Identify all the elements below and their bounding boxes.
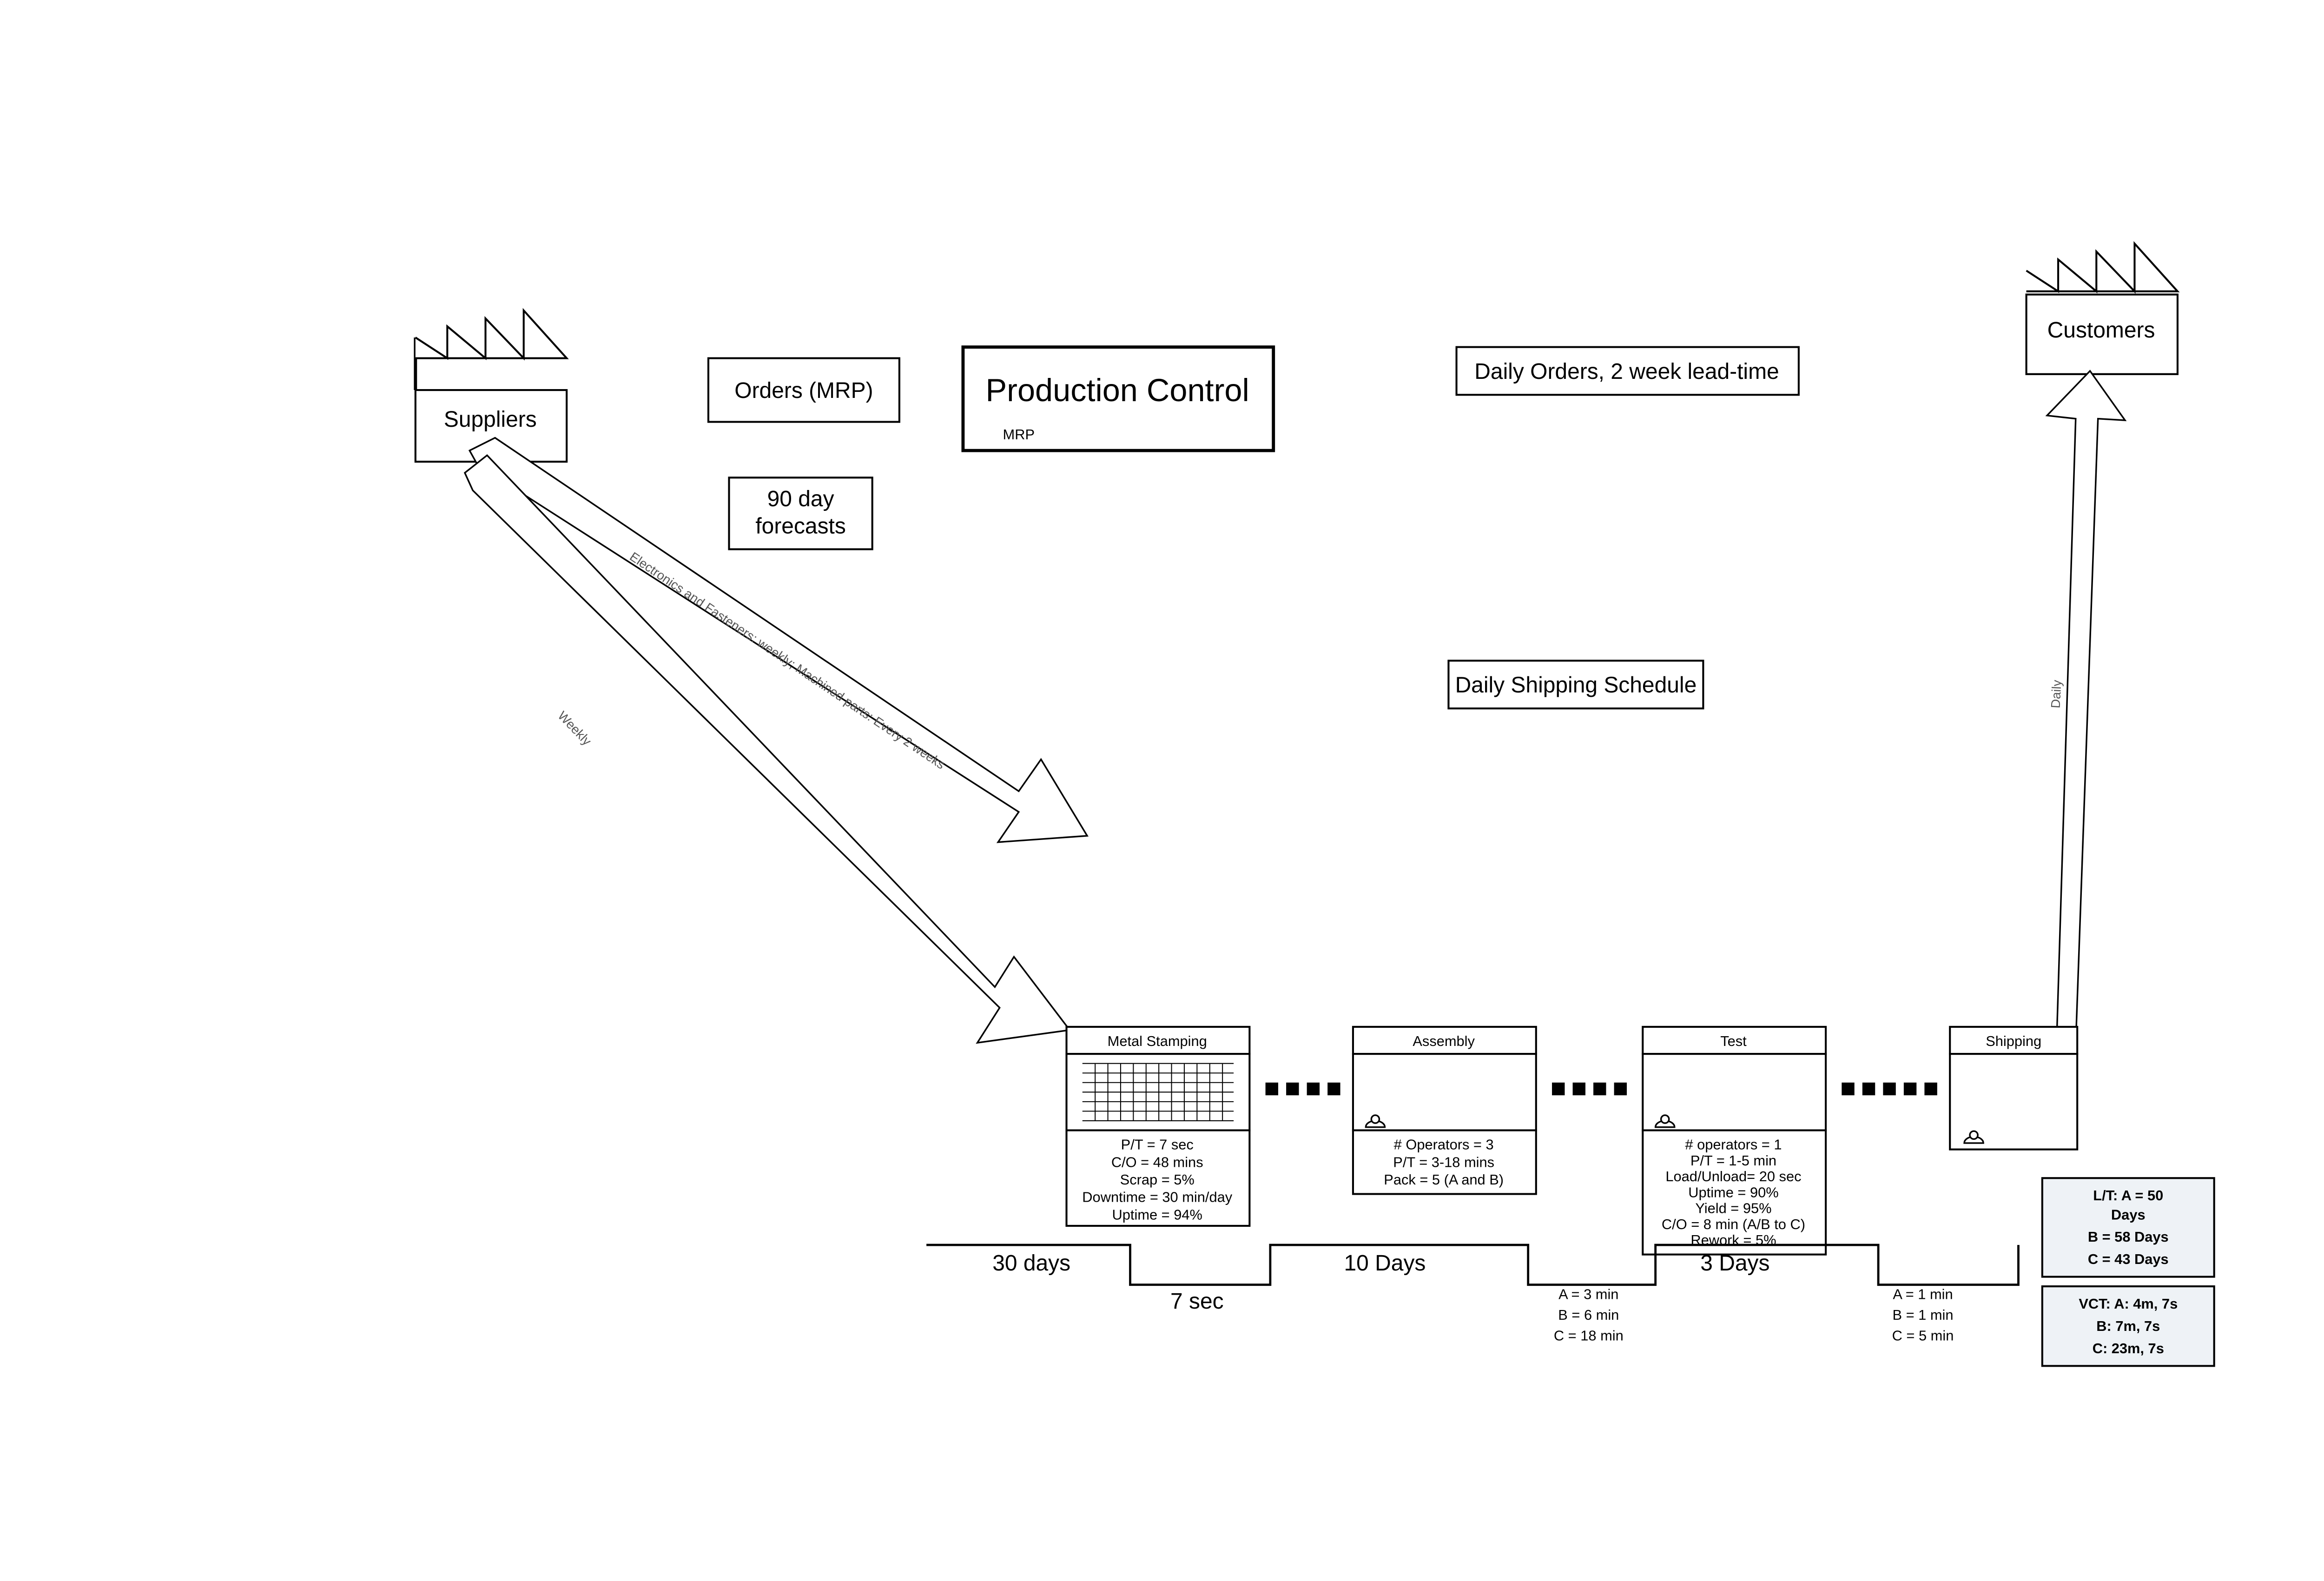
test-m0: # operators = 1	[1685, 1137, 1782, 1153]
shipment-cust-label: Daily	[2048, 680, 2064, 709]
test-m3: Uptime = 90%	[1688, 1184, 1778, 1200]
orders-mrp-box: Orders (MRP)	[708, 358, 899, 422]
tl-va3-0: A = 1 min	[1893, 1286, 1953, 1303]
test-m4: Yield = 95%	[1695, 1200, 1771, 1217]
forecasts-l1: 90 day	[767, 487, 834, 511]
shipment-arrow-customer: Daily	[2047, 371, 2125, 1045]
vsm-diagram: Suppliers Customers Production Control M…	[0, 0, 2324, 1433]
daily-ship-sched-label: Daily Shipping Schedule	[1455, 673, 1697, 698]
process-test: Test # operators = 1 P/T = 1-5 min Load/…	[1643, 1027, 1826, 1255]
stamping-m3: Downtime = 30 min/day	[1082, 1189, 1232, 1205]
assembly-m0: # Operators = 3	[1394, 1137, 1494, 1153]
summary-lt: L/T: A = 50 Days B = 58 Days C = 43 Days	[2042, 1178, 2214, 1277]
tl-lead3: 3 Days	[1700, 1251, 1769, 1276]
lt-1: Days	[2111, 1206, 2146, 1223]
orders-mrp-label: Orders (MRP)	[734, 378, 873, 403]
assembly-m1: P/T = 3-18 mins	[1393, 1154, 1494, 1170]
forecasts-l2: forecasts	[755, 514, 845, 538]
vct-2: C: 23m, 7s	[2093, 1340, 2164, 1356]
stamping-m0: P/T = 7 sec	[1121, 1137, 1194, 1153]
stamping-m4: Uptime = 94%	[1112, 1206, 1202, 1223]
process-shipping: Shipping	[1950, 1027, 2077, 1150]
push-arrow-3	[1842, 1083, 1937, 1095]
production-control-title: Production Control	[986, 372, 1249, 408]
shipment-bottom-label: Weekly	[555, 708, 594, 748]
customers-entity: Customers	[2027, 244, 2178, 374]
lt-3: C = 43 Days	[2088, 1251, 2169, 1267]
timeline: 30 days 7 sec 10 Days A = 3 min B = 6 mi…	[926, 1245, 2018, 1343]
production-control: Production Control MRP	[963, 347, 1274, 451]
stamping-m1: C/O = 48 mins	[1111, 1154, 1203, 1170]
tl-va2-0: A = 3 min	[1558, 1286, 1618, 1303]
production-control-sub: MRP	[1003, 426, 1035, 443]
stamping-m2: Scrap = 5%	[1120, 1171, 1195, 1188]
tl-va2-2: C = 18 min	[1554, 1328, 1624, 1344]
test-m5: C/O = 8 min (A/B to C)	[1662, 1216, 1805, 1232]
customers-label: Customers	[2047, 318, 2155, 343]
tl-va2-1: B = 6 min	[1558, 1307, 1619, 1323]
push-arrow-1	[1266, 1083, 1340, 1095]
suppliers-label: Suppliers	[444, 407, 537, 432]
vct-1: B: 7m, 7s	[2096, 1318, 2160, 1334]
assembly-title: Assembly	[1413, 1033, 1475, 1049]
tl-va3-2: C = 5 min	[1892, 1328, 1954, 1344]
tl-lead1: 30 days	[992, 1251, 1070, 1276]
lt-0: L/T: A = 50	[2093, 1187, 2163, 1204]
stamping-title: Metal Stamping	[1108, 1033, 1207, 1049]
test-m1: P/T = 1-5 min	[1690, 1152, 1776, 1169]
lt-2: B = 58 Days	[2088, 1229, 2169, 1245]
daily-orders-label: Daily Orders, 2 week lead-time	[1474, 359, 1779, 384]
tl-va1: 7 sec	[1170, 1289, 1224, 1314]
process-assembly: Assembly # Operators = 3 P/T = 3-18 mins…	[1353, 1027, 1536, 1194]
process-stamping: Metal Stamping P/T = 7 sec C/O = 48 mins…	[1067, 1027, 1250, 1226]
forecasts-box: 90 day forecasts	[729, 477, 872, 549]
summary-vct: VCT: A: 4m, 7s B: 7m, 7s C: 23m, 7s	[2042, 1286, 2214, 1366]
push-arrow-2	[1552, 1083, 1627, 1095]
daily-orders-box: Daily Orders, 2 week lead-time	[1457, 347, 1799, 395]
assembly-m2: Pack = 5 (A and B)	[1384, 1171, 1504, 1188]
vct-0: VCT: A: 4m, 7s	[2079, 1296, 2178, 1312]
test-title: Test	[1720, 1033, 1747, 1049]
shipping-title: Shipping	[1986, 1033, 2041, 1049]
tl-va3-1: B = 1 min	[1892, 1307, 1953, 1323]
test-m2: Load/Unload= 20 sec	[1665, 1168, 1801, 1184]
daily-ship-sched-box: Daily Shipping Schedule	[1448, 661, 1703, 708]
tl-lead2: 10 Days	[1344, 1251, 1426, 1276]
